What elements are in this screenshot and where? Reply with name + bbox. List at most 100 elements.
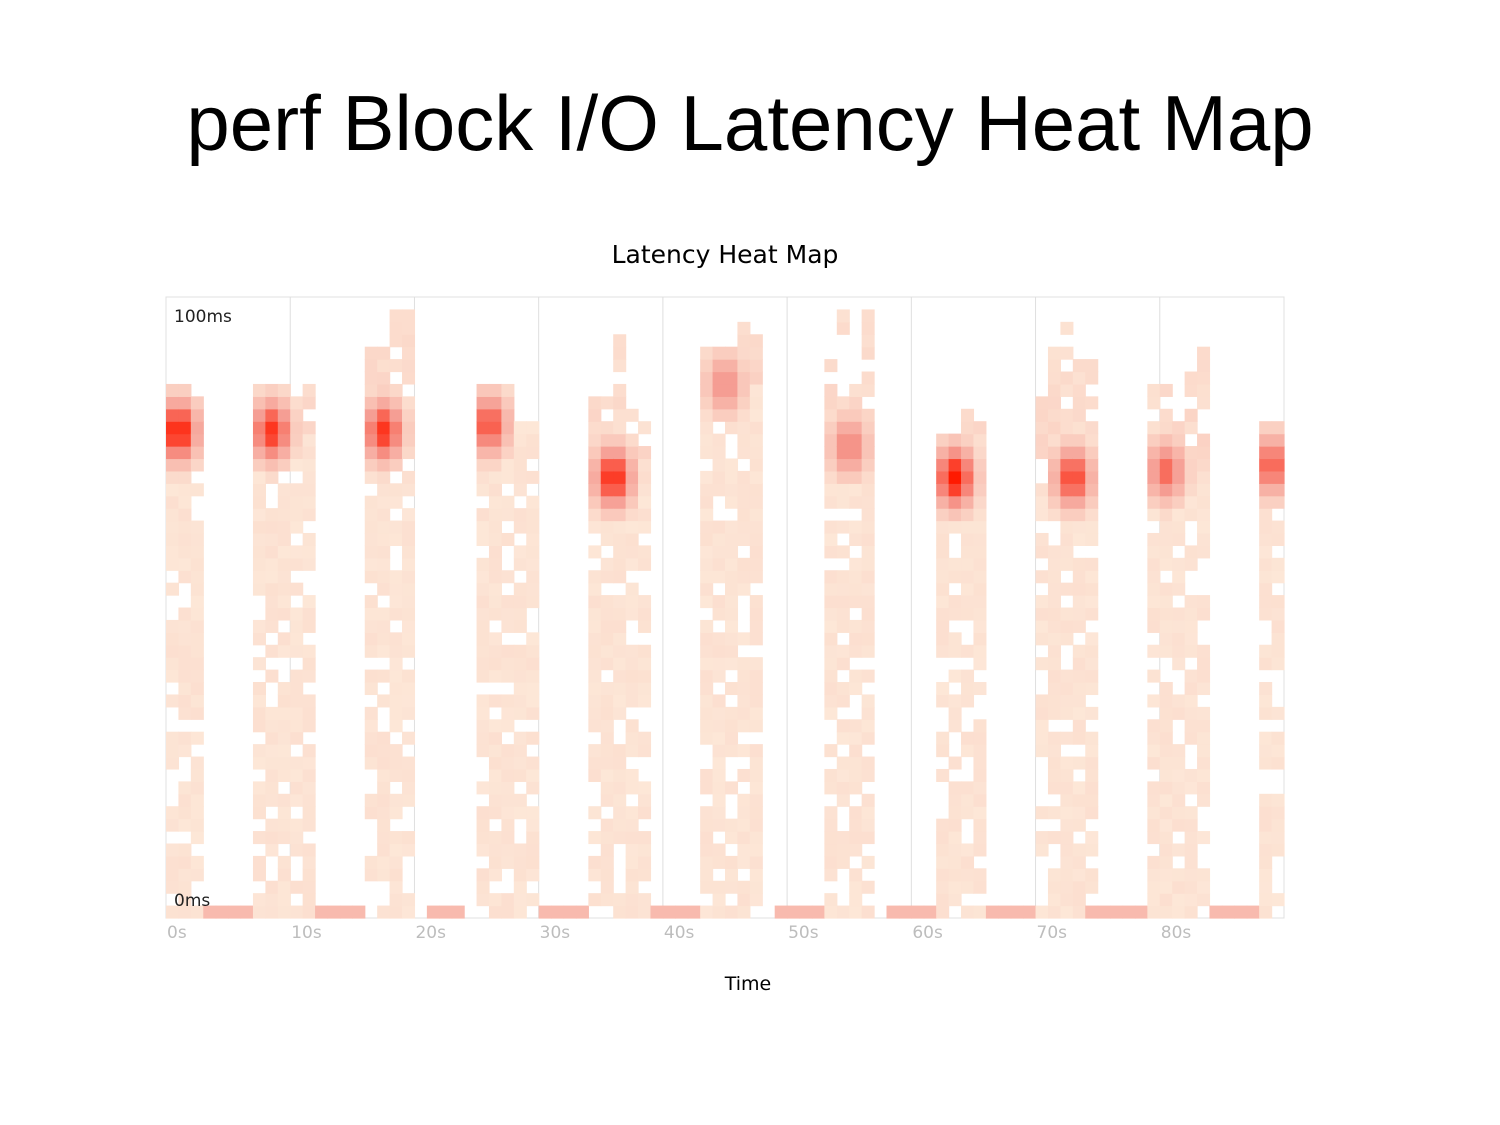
heatmap-cell	[1172, 744, 1186, 758]
heatmap-cell	[377, 607, 391, 621]
heatmap-cell	[700, 545, 714, 559]
heatmap-cell	[290, 433, 304, 447]
heatmap-cell	[277, 433, 291, 447]
heatmap-cell	[190, 831, 204, 845]
heatmap-cell	[402, 669, 416, 683]
heatmap-cell	[476, 421, 490, 435]
heatmap-cell	[1147, 744, 1161, 758]
heatmap-cell	[1072, 520, 1086, 534]
heatmap-cell	[1110, 905, 1124, 919]
heatmap-cell	[1060, 321, 1074, 335]
heatmap-cell	[1184, 768, 1198, 782]
heatmap-cell	[588, 806, 602, 820]
heatmap-cell	[1072, 508, 1086, 522]
heatmap-cell	[1072, 446, 1086, 460]
heatmap-cell	[526, 855, 540, 869]
heatmap-cell	[1047, 508, 1061, 522]
heatmap-cell	[377, 632, 391, 646]
heatmap-cell	[501, 470, 515, 484]
heatmap-cell	[861, 607, 875, 621]
heatmap-cell	[1172, 644, 1186, 658]
heatmap-cell	[1097, 905, 1111, 919]
heatmap-cell	[513, 756, 527, 770]
heatmap-cell	[613, 893, 627, 907]
heatmap-cell	[961, 408, 975, 422]
heatmap-cell	[1085, 458, 1099, 472]
heatmap-cell	[166, 408, 180, 422]
heatmap-cell	[1271, 532, 1285, 546]
heatmap-cell	[190, 520, 204, 534]
heatmap-cell	[824, 855, 838, 869]
heatmap-cell	[277, 731, 291, 745]
heatmap-cell	[625, 545, 639, 559]
heatmap-cell	[737, 843, 751, 857]
heatmap-cell	[265, 719, 279, 733]
heatmap-cell	[662, 905, 676, 919]
heatmap-cell	[402, 843, 416, 857]
heatmap-cell	[749, 570, 763, 584]
heatmap-cell	[948, 781, 962, 795]
heatmap-cell	[389, 532, 403, 546]
heatmap-cell	[364, 632, 378, 646]
heatmap-cell	[836, 905, 850, 919]
heatmap-cell	[1184, 855, 1198, 869]
heatmap-cell	[190, 868, 204, 882]
heatmap-cell	[948, 470, 962, 484]
heatmap-cell	[1271, 433, 1285, 447]
heatmap-cell	[836, 657, 850, 671]
heatmap-cell	[973, 868, 987, 882]
heatmap-cell	[638, 520, 652, 534]
heatmap-cell	[1159, 806, 1173, 820]
heatmap-cell	[178, 868, 192, 882]
heatmap-cell	[501, 433, 515, 447]
heatmap-cell	[973, 818, 987, 832]
heatmap-cell	[1172, 768, 1186, 782]
heatmap-cell	[488, 532, 502, 546]
heatmap-cell	[824, 595, 838, 609]
heatmap-cell	[948, 632, 962, 646]
heatmap-cell	[936, 470, 950, 484]
heatmap-cell	[1035, 570, 1049, 584]
heatmap-cell	[625, 843, 639, 857]
heatmap-cell	[948, 520, 962, 534]
heatmap-cell	[1172, 607, 1186, 621]
heatmap-cell	[1184, 595, 1198, 609]
heatmap-cell	[364, 595, 378, 609]
heatmap-cell	[402, 731, 416, 745]
heatmap-cell	[700, 768, 714, 782]
heatmap-cell	[265, 731, 279, 745]
heatmap-cell	[501, 570, 515, 584]
heatmap-cell	[1147, 644, 1161, 658]
heatmap-cell	[252, 793, 266, 807]
heatmap-cell	[190, 433, 204, 447]
heatmap-cell	[998, 905, 1012, 919]
heatmap-cell	[290, 843, 304, 857]
heatmap-cell	[402, 309, 416, 323]
heatmap-cell	[402, 396, 416, 410]
heatmap-cell	[1072, 657, 1086, 671]
heatmap-cell	[824, 408, 838, 422]
heatmap-cell	[973, 483, 987, 497]
heatmap-cell	[476, 595, 490, 609]
heatmap-cell	[1172, 843, 1186, 857]
heatmap-cell	[973, 607, 987, 621]
heatmap-cell	[277, 458, 291, 472]
heatmap-cell	[1072, 706, 1086, 720]
heatmap-cell	[302, 446, 316, 460]
heatmap-cell	[1197, 470, 1211, 484]
heatmap-cell	[513, 545, 527, 559]
heatmap-cell	[749, 520, 763, 534]
heatmap-cell	[526, 831, 540, 845]
x-tick-label: 30s	[540, 923, 571, 943]
heatmap-cell	[302, 694, 316, 708]
heatmap-cell	[1271, 619, 1285, 633]
heatmap-cell	[849, 880, 863, 894]
heatmap-cell	[836, 619, 850, 633]
heatmap-cell	[749, 483, 763, 497]
heatmap-cell	[302, 607, 316, 621]
heatmap-cell	[364, 532, 378, 546]
heatmap-cell	[737, 570, 751, 584]
heatmap-cell	[252, 508, 266, 522]
heatmap-cell	[402, 359, 416, 373]
heatmap-cell	[1271, 632, 1285, 646]
